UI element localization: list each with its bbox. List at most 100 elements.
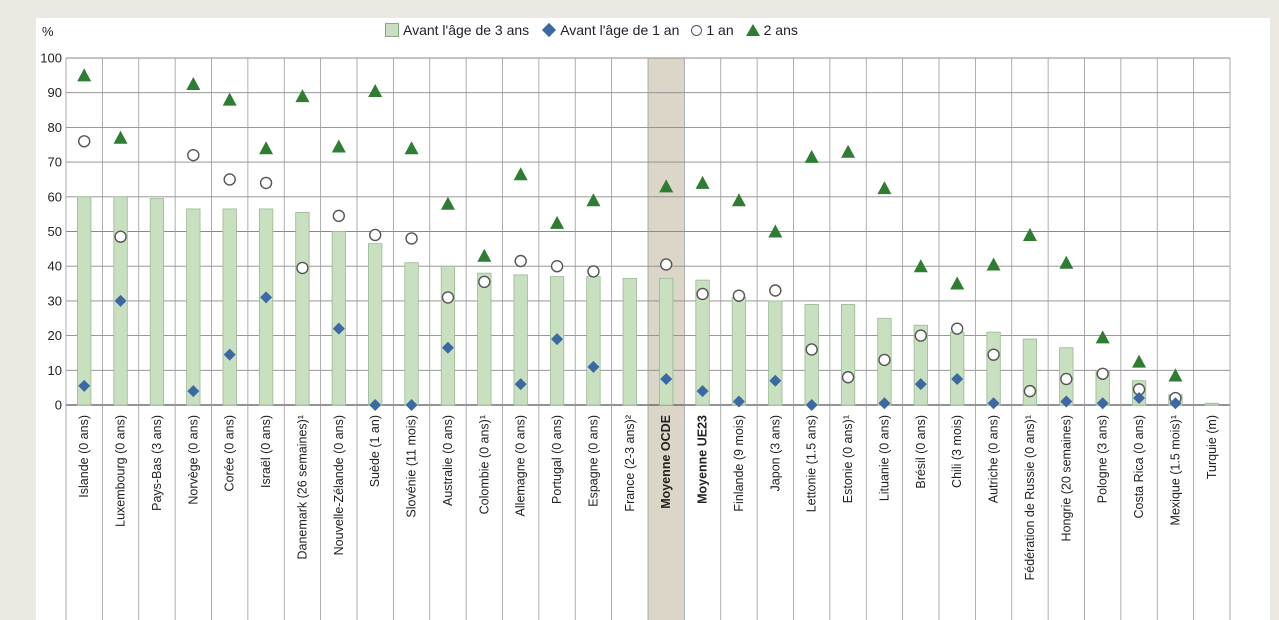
y-tick-label: 20: [48, 328, 62, 343]
bar: [368, 243, 383, 406]
triangle-marker: [659, 179, 674, 193]
circle-marker: [587, 265, 600, 278]
triangle-marker: [331, 139, 346, 153]
diamond-marker: [951, 372, 964, 385]
x-tick-label: Nouvelle-Zélande (0 ans): [332, 415, 346, 555]
circle-marker: [878, 353, 891, 367]
triangle-marker: [986, 257, 1001, 271]
circle-marker: [478, 275, 491, 289]
bar: [586, 276, 601, 406]
triangle-marker: [913, 259, 928, 273]
legend-swatch-bar: [385, 23, 399, 37]
x-tick-label: Australie (0 ans): [441, 415, 455, 506]
diamond-marker: [405, 399, 418, 411]
triangle-marker: [1132, 354, 1147, 368]
x-tick-label: Pologne (3 ans): [1096, 415, 1110, 503]
triangle-marker: [731, 193, 746, 207]
circle-marker: [987, 348, 1000, 361]
circle-marker: [332, 209, 346, 223]
diamond-marker: [187, 385, 200, 398]
y-tick-label: 0: [55, 398, 62, 413]
triangle-marker: [477, 248, 492, 262]
bar: [695, 279, 710, 406]
bar: [258, 208, 274, 406]
y-tick-label: 80: [48, 120, 62, 135]
x-tick-label: Hongrie (20 semaines): [1059, 415, 1073, 541]
bar: [222, 208, 237, 406]
diamond-marker: [660, 372, 673, 385]
circle-marker: [296, 261, 309, 275]
legend: Avant l'âge de 3 ans Avant l'âge de 1 an…: [385, 20, 810, 40]
y-tick-label: 60: [48, 189, 62, 204]
diamond-marker: [1169, 397, 1182, 410]
x-tick-label: Lettonie (1.5 ans): [805, 415, 819, 512]
diamond-marker: [696, 385, 709, 398]
circle-marker: [659, 258, 673, 271]
circle-marker: [769, 284, 782, 297]
diamond-marker: [114, 294, 127, 307]
triangle-marker: [513, 167, 528, 181]
triangle-marker: [113, 130, 128, 144]
x-tick-label: Allemagne (0 ans): [514, 415, 528, 516]
x-tick-label: Autriche (0 ans): [987, 415, 1001, 503]
diamond-marker: [223, 348, 236, 361]
triangle-marker: [841, 144, 856, 158]
circle-marker: [514, 254, 527, 268]
x-tick-label: Luxembourg (0 ans): [114, 415, 128, 527]
triangle-marker: [768, 224, 783, 238]
x-tick-label: Israël (0 ans): [259, 415, 273, 488]
triangle-marker: [259, 141, 274, 155]
legend-label: 2 ans: [763, 22, 798, 38]
bar: [331, 231, 346, 406]
diamond-marker: [332, 322, 345, 335]
diamond-marker: [878, 397, 891, 410]
legend-label: Avant l'âge de 1 an: [560, 22, 680, 38]
x-tick-label: Espagne (0 ans): [586, 415, 600, 507]
bar: [731, 297, 747, 406]
triangle-marker: [550, 215, 565, 229]
triangle-marker: [1095, 330, 1110, 344]
x-tick-label: Slovénie (11 mois): [405, 415, 419, 518]
circle-marker: [732, 289, 746, 302]
x-tick-label: Chili (3 mois): [950, 415, 964, 488]
triangle-marker: [77, 68, 92, 82]
x-tick-label: Norvège (0 ans): [186, 415, 200, 505]
circle-marker: [950, 322, 964, 335]
circle-marker: [696, 287, 709, 301]
diamond-marker: [732, 395, 745, 408]
y-tick-label: 40: [48, 259, 62, 274]
circle-marker: [114, 230, 127, 243]
triangle-marker: [1059, 255, 1074, 269]
y-tick-label: 100: [40, 51, 62, 66]
bar: [622, 277, 637, 406]
circle-marker: [1060, 372, 1073, 386]
triangle-marker: [804, 149, 819, 163]
diamond-marker: [551, 333, 564, 346]
bar: [840, 303, 856, 406]
circle-marker: [223, 173, 236, 186]
x-tick-label: Portugal (0 ans): [550, 415, 564, 504]
x-tick-label: Corée (0 ans): [223, 415, 237, 491]
circle-marker: [368, 228, 382, 242]
x-tick-label: Suède (1 an): [368, 415, 382, 487]
x-tick-label: Fédération de Russie (0 ans)¹: [1023, 415, 1037, 580]
diamond-marker: [1133, 392, 1146, 405]
bar: [768, 300, 783, 406]
triangle-marker: [877, 181, 892, 195]
legend-swatch-triangle: [745, 24, 760, 36]
diamond-marker: [805, 399, 818, 411]
y-axis-label: %: [42, 24, 54, 39]
x-tick-label: Turquie (m): [1205, 415, 1219, 479]
triangle-marker: [295, 89, 310, 103]
bar: [950, 331, 965, 406]
bar: [440, 265, 456, 406]
triangle-marker: [586, 193, 601, 207]
x-tick-label: Moyenne OCDE: [659, 415, 673, 509]
diamond-marker: [260, 291, 273, 304]
triangle-marker: [440, 196, 455, 210]
diamond-marker: [769, 374, 782, 387]
bar: [295, 212, 310, 406]
circle-marker: [841, 371, 855, 384]
x-tick-label: Colombie (0 ans)¹: [477, 415, 491, 514]
diamond-marker: [369, 399, 382, 411]
